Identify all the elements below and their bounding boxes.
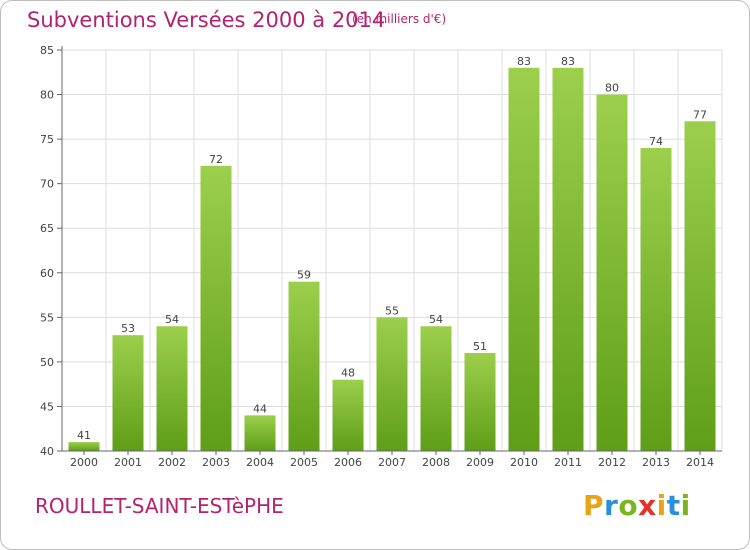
chart-subtitle: (en milliers d'€) bbox=[352, 12, 447, 26]
tick-label-y: 80 bbox=[40, 89, 54, 102]
chart-title: Subventions Versées 2000 à 2014 bbox=[27, 8, 386, 32]
bar-2009 bbox=[464, 352, 496, 451]
data-label-2009: 51 bbox=[473, 340, 487, 353]
logo-letter: i bbox=[656, 489, 667, 522]
tick-label-x: 2006 bbox=[334, 456, 362, 469]
tick-label-x: 2004 bbox=[246, 456, 274, 469]
tick-label-x: 2002 bbox=[158, 456, 186, 469]
data-label-2014: 77 bbox=[693, 108, 707, 121]
bar-2002 bbox=[156, 326, 188, 451]
tick-label-x: 2001 bbox=[114, 456, 142, 469]
logo-letter: r bbox=[604, 489, 619, 522]
tick-label-x: 2009 bbox=[466, 456, 494, 469]
tick-label-x: 2011 bbox=[554, 456, 582, 469]
logo-letter: o bbox=[618, 489, 639, 522]
commune-name: ROULLET-SAINT-ESTèPHE bbox=[35, 494, 284, 518]
logo-letter: P bbox=[583, 489, 605, 522]
tick-label-y: 85 bbox=[40, 44, 54, 57]
data-label-2010: 83 bbox=[517, 55, 531, 68]
tick-label-x: 2000 bbox=[70, 456, 98, 469]
bar-2005 bbox=[288, 281, 320, 451]
logo-letter: x bbox=[638, 489, 657, 522]
label-layer: 41 53 54 72 44 59 48 55 54 51 83 83 80 74 77 bbox=[77, 55, 707, 442]
tick-label-y: 75 bbox=[40, 133, 54, 146]
logo-letter: i bbox=[680, 489, 691, 522]
bar-2003 bbox=[200, 165, 232, 451]
tick-label-x: 2013 bbox=[642, 456, 670, 469]
bar-2006 bbox=[332, 379, 364, 451]
data-label-2013: 74 bbox=[649, 135, 663, 148]
tick-label-y: 70 bbox=[40, 178, 54, 191]
data-label-2012: 80 bbox=[605, 82, 619, 95]
bar-layer bbox=[68, 67, 716, 452]
tick-label-x: 2007 bbox=[378, 456, 406, 469]
proxiti-logo[interactable]: Proxiti bbox=[583, 489, 691, 522]
data-label-2007: 55 bbox=[385, 304, 399, 317]
bar-2004 bbox=[244, 415, 276, 451]
tick-label-x: 2005 bbox=[290, 456, 318, 469]
data-label-2004: 44 bbox=[253, 402, 267, 415]
logo-letter: t bbox=[666, 489, 681, 522]
tick-label-x: 2014 bbox=[686, 456, 714, 469]
data-label-2011: 83 bbox=[561, 55, 575, 68]
data-label-2003: 72 bbox=[209, 153, 223, 166]
bar-2000 bbox=[68, 442, 100, 451]
tick-label-y: 65 bbox=[40, 222, 54, 235]
tick-label-y: 40 bbox=[40, 445, 54, 458]
tick-label-x: 2008 bbox=[422, 456, 450, 469]
bar-2007 bbox=[376, 317, 408, 451]
bar-2008 bbox=[420, 326, 452, 451]
tick-label-y: 60 bbox=[40, 267, 54, 280]
bar-2013 bbox=[640, 148, 672, 451]
data-label-2001: 53 bbox=[121, 322, 135, 335]
bar-2014 bbox=[684, 121, 716, 452]
data-label-2006: 48 bbox=[341, 367, 355, 380]
tick-label-x: 2010 bbox=[510, 456, 538, 469]
bar-2012 bbox=[596, 94, 628, 452]
data-label-2000: 41 bbox=[77, 429, 91, 442]
tick-label-y: 50 bbox=[40, 356, 54, 369]
tick-label-x: 2012 bbox=[598, 456, 626, 469]
data-label-2008: 54 bbox=[429, 313, 443, 326]
bar-2001 bbox=[112, 335, 144, 451]
tick-label-y: 55 bbox=[40, 311, 54, 324]
tick-label-y: 45 bbox=[40, 400, 54, 413]
bar-2010 bbox=[508, 67, 540, 452]
bar-2011 bbox=[552, 67, 584, 452]
data-label-2005: 59 bbox=[297, 269, 311, 282]
axis-layer: 40 45 50 55 60 65 70 75 80 85 2000 2001 2002 2003 2004… bbox=[40, 44, 722, 469]
data-label-2002: 54 bbox=[165, 313, 179, 326]
tick-label-x: 2003 bbox=[202, 456, 230, 469]
